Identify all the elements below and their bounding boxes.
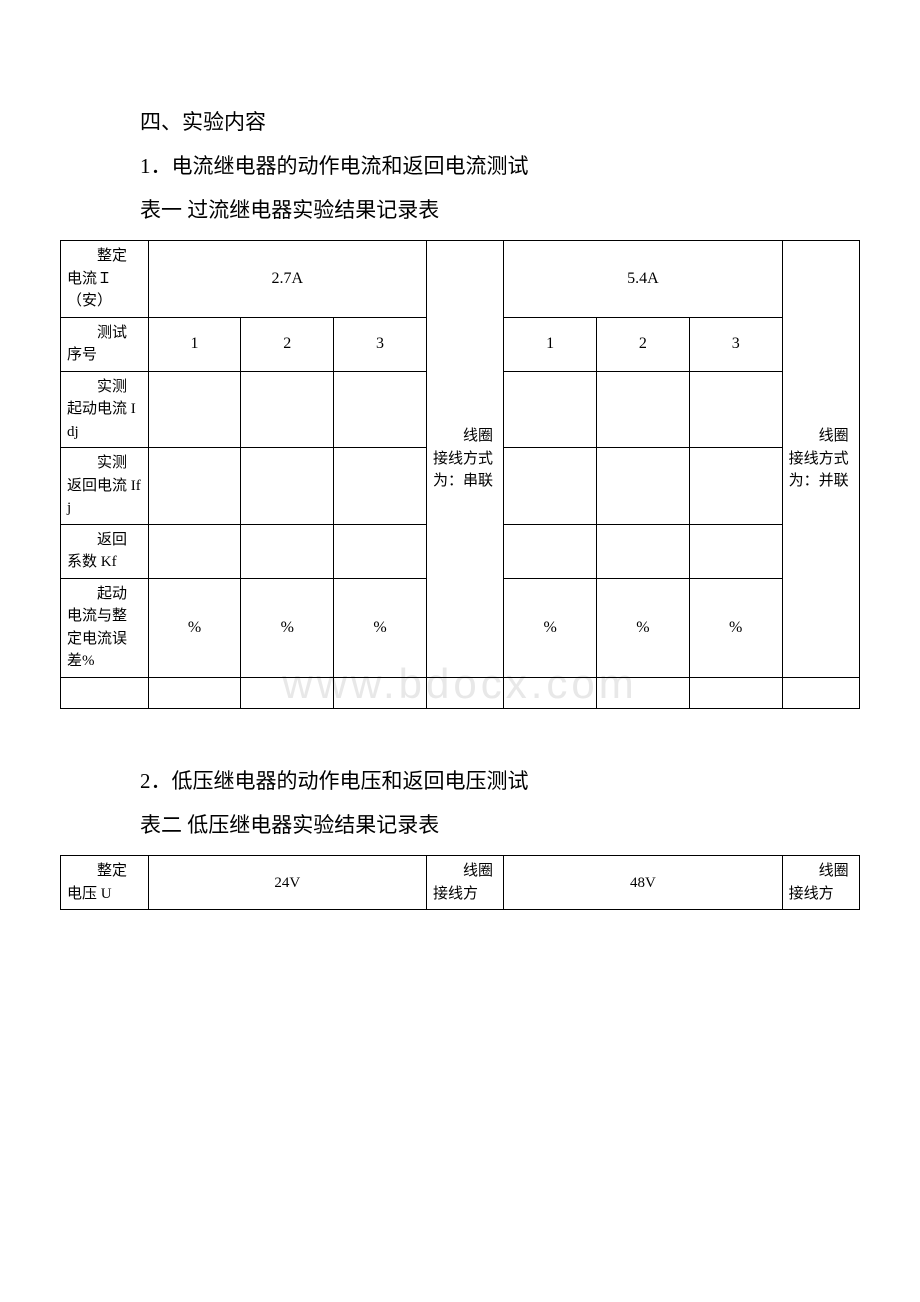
row-label: 测试序号 [61,317,149,371]
row-label: 整定电压 U [61,856,149,910]
row-label: 起动电流与整定电流误差% [61,578,149,677]
cell: 1 [504,317,597,371]
cell: 1 [148,317,241,371]
setting-value: 24V [148,856,426,910]
cell [504,524,597,578]
setting-value: 2.7A [148,241,426,318]
cell [241,448,334,525]
table-row: 整定电压 U 24V 线圈接线方 48V 线圈接线方 [61,856,860,910]
row-label: 实测返回电流 Ifj [61,448,149,525]
cell [148,448,241,525]
row-label: 整定电流Ｉ（安） [61,241,149,318]
table-row [61,677,860,709]
cell [689,448,782,525]
cell: 2 [241,317,334,371]
table-1-caption: 表一 过流继电器实验结果记录表 [140,188,860,232]
cell [782,677,859,709]
cell: % [334,578,427,677]
wiring-note: 线圈接线方 [782,856,859,910]
wiring-note: 线圈接线方 [426,856,503,910]
cell [148,524,241,578]
table-row: 整定电流Ｉ（安） 2.7A 线圈接线方式为：串联 5.4A 线圈接线方式为：并联 [61,241,860,318]
item-1-title: 1．电流继电器的动作电流和返回电流测试 [140,144,860,188]
cell: % [241,578,334,677]
table-2-caption: 表二 低压继电器实验结果记录表 [140,803,860,847]
cell: % [504,578,597,677]
cell [689,524,782,578]
cell: 3 [689,317,782,371]
cell [504,371,597,448]
cell [504,677,597,709]
cell [148,677,241,709]
cell: % [148,578,241,677]
table-1: 整定电流Ｉ（安） 2.7A 线圈接线方式为：串联 5.4A 线圈接线方式为：并联… [60,240,860,709]
item-2-title: 2．低压继电器的动作电压和返回电压测试 [140,759,860,803]
cell: % [689,578,782,677]
cell [241,677,334,709]
cell [689,677,782,709]
section-heading: 四、实验内容 [140,100,860,144]
cell [689,371,782,448]
cell [241,371,334,448]
table-2: 整定电压 U 24V 线圈接线方 48V 线圈接线方 [60,855,860,910]
row-label: 实测起动电流 Idj [61,371,149,448]
row-label: 返回系数 Kf [61,524,149,578]
cell [334,371,427,448]
cell [597,677,690,709]
cell [334,448,427,525]
cell [597,524,690,578]
wiring-note: 线圈接线方式为：串联 [426,241,503,678]
cell [61,677,149,709]
setting-value: 5.4A [504,241,782,318]
setting-value: 48V [504,856,782,910]
cell [426,677,503,709]
wiring-note: 线圈接线方式为：并联 [782,241,859,678]
cell [597,448,690,525]
page-content: 四、实验内容 1．电流继电器的动作电流和返回电流测试 表一 过流继电器实验结果记… [60,100,860,910]
cell [148,371,241,448]
cell [334,524,427,578]
cell: 2 [597,317,690,371]
cell [334,677,427,709]
cell: 3 [334,317,427,371]
cell [597,371,690,448]
cell [241,524,334,578]
cell [504,448,597,525]
cell: % [597,578,690,677]
